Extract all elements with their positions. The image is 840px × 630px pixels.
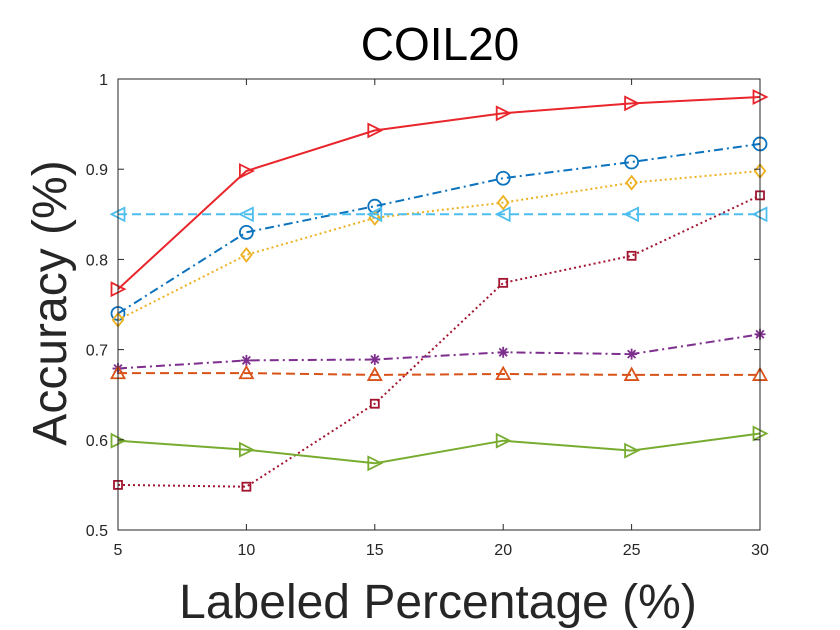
data-point-triangle-right [367, 455, 384, 472]
x-tick-label: 30 [751, 542, 769, 559]
data-point-triangle-right [238, 163, 255, 179]
y-tick-label: 0.5 [86, 523, 108, 540]
data-point-triangle-up [623, 366, 640, 381]
data-point-triangle-up [495, 365, 512, 381]
data-point-circle [238, 224, 254, 240]
data-point-triangle-right [367, 122, 384, 139]
y-axis-title: Accuracy (%) [24, 160, 77, 445]
data-point-triangle-right [624, 442, 641, 459]
data-point-triangle-up [366, 366, 383, 381]
data-point-triangle-right [238, 441, 255, 458]
series-layer [109, 89, 769, 492]
plot-frame [117, 78, 761, 531]
data-point-diamond [496, 194, 510, 211]
chart-title: COIL20 [361, 18, 520, 70]
series-line-4 [109, 206, 768, 223]
data-point-asterisk [240, 354, 252, 366]
data-point-square [498, 277, 509, 288]
data-point-asterisk [626, 348, 638, 360]
x-tick-label: 5 [114, 542, 123, 559]
data-point-triangle-right [495, 105, 512, 122]
data-point-triangle-left [494, 206, 511, 223]
data-point-circle [624, 154, 639, 170]
series-line-6 [112, 328, 766, 375]
series-line-2 [110, 136, 768, 321]
series-path [117, 142, 761, 315]
series-line-3 [111, 163, 767, 328]
y-tick-label: 0.9 [86, 162, 108, 179]
series-path [117, 432, 761, 465]
series-path [117, 170, 761, 321]
series-line-5 [113, 190, 765, 492]
x-tick-label: 20 [494, 542, 512, 559]
data-point-triangle-right [495, 432, 512, 449]
data-point-square [241, 481, 252, 492]
axes: 5 10 15 20 25 30 0.5 0.6 0.7 0.8 0.9 1 [86, 72, 769, 559]
series-path [117, 96, 761, 290]
x-tick-label: 10 [238, 542, 256, 559]
series-path [117, 333, 761, 370]
data-point-circle [495, 170, 511, 186]
series-line-7 [109, 364, 769, 381]
data-point-triangle-left [366, 206, 383, 223]
series-path [117, 194, 761, 488]
y-tick-label: 0.8 [86, 252, 108, 269]
x-axis-title: Labeled Percentage (%) [179, 576, 697, 629]
y-tick-label: 1 [99, 72, 108, 89]
x-tick-label: 25 [623, 542, 641, 559]
series-line-8 [110, 425, 769, 472]
data-point-square [369, 398, 380, 409]
data-point-diamond [625, 174, 638, 191]
data-point-triangle-right [624, 95, 641, 112]
y-tick-label: 0.6 [86, 433, 108, 450]
x-tick-label: 15 [366, 542, 384, 559]
data-point-triangle-up [238, 364, 255, 380]
series-path [118, 372, 760, 376]
data-point-diamond [240, 246, 253, 263]
data-point-triangle-left [623, 206, 639, 223]
data-point-asterisk [369, 354, 381, 366]
data-point-asterisk [497, 346, 509, 358]
data-point-triangle-left [237, 206, 254, 223]
data-point-square [626, 250, 637, 261]
y-tick-label: 0.7 [86, 343, 108, 360]
